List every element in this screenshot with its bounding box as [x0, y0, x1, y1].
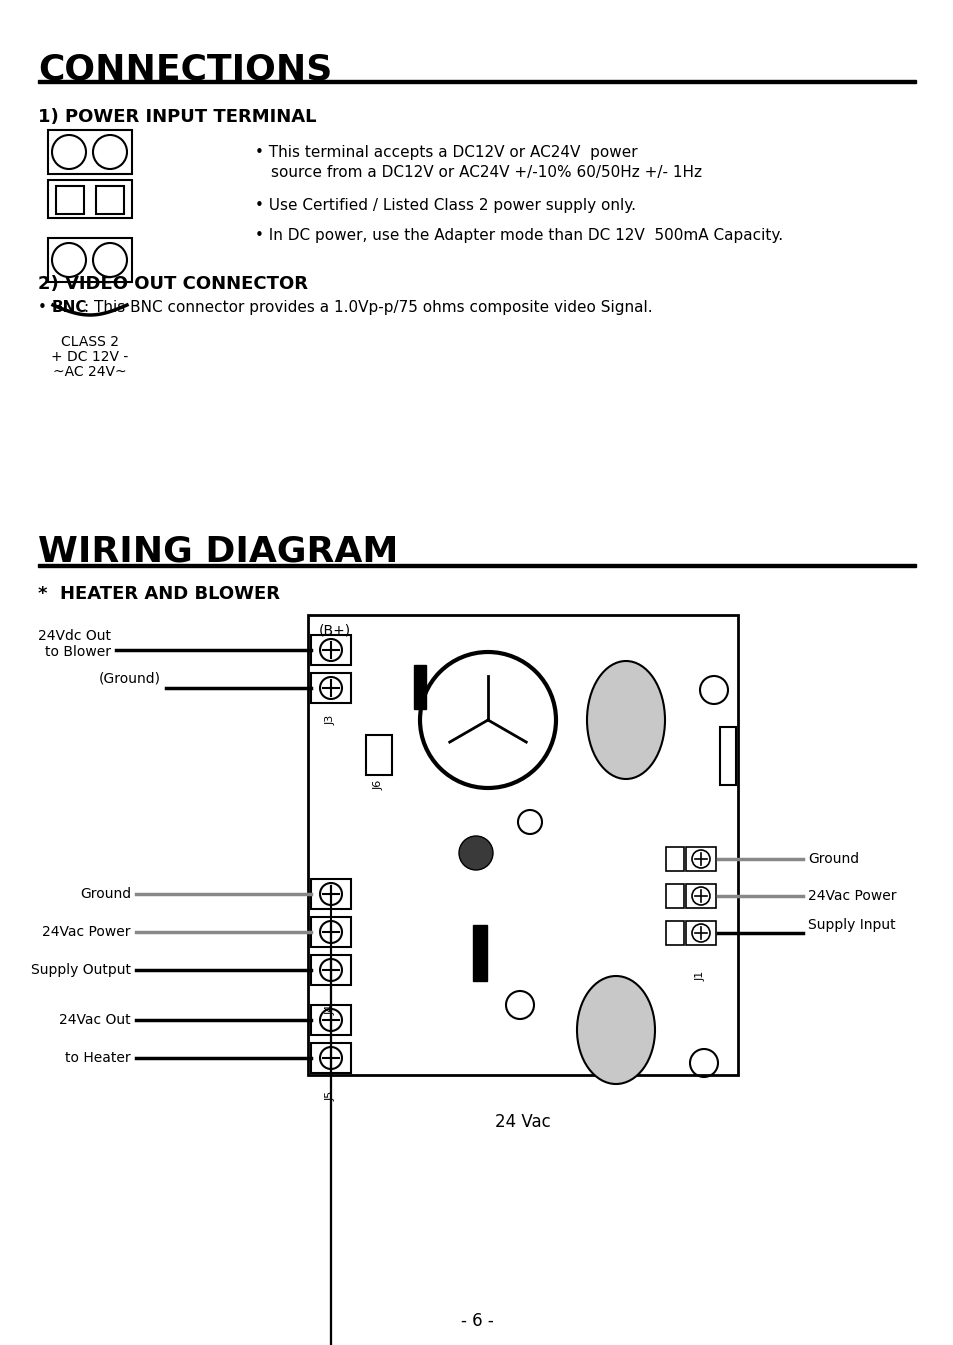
Bar — [665, 921, 683, 946]
Bar — [38, 79, 915, 83]
Text: 1) POWER INPUT TERMINAL: 1) POWER INPUT TERMINAL — [38, 108, 316, 126]
Text: source from a DC12V or AC24V +/-10% 60/50Hz +/- 1Hz: source from a DC12V or AC24V +/-10% 60/5… — [271, 165, 701, 180]
Bar — [473, 925, 486, 981]
Text: (B+): (B+) — [318, 623, 351, 638]
Bar — [720, 728, 735, 785]
Bar — [96, 186, 124, 214]
Bar — [48, 238, 132, 282]
Bar — [311, 917, 351, 947]
Text: Ground: Ground — [80, 886, 131, 901]
Text: 24 Vac: 24 Vac — [495, 1114, 550, 1131]
Bar — [38, 564, 915, 568]
Text: J4: J4 — [326, 1005, 335, 1015]
Text: 24Vdc Out
to Blower: 24Vdc Out to Blower — [38, 629, 111, 659]
Bar — [685, 847, 716, 872]
Text: • This terminal accepts a DC12V or AC24V  power: • This terminal accepts a DC12V or AC24V… — [254, 145, 637, 160]
Text: J5: J5 — [326, 1091, 335, 1102]
Bar — [48, 130, 132, 174]
Text: 24Vac Power: 24Vac Power — [807, 889, 896, 902]
Bar — [685, 921, 716, 946]
Text: Supply Output: Supply Output — [30, 963, 131, 976]
Text: Ground: Ground — [807, 851, 859, 866]
Text: 24Vac Out: 24Vac Out — [59, 1013, 131, 1028]
Text: - 6 -: - 6 - — [460, 1311, 493, 1330]
Circle shape — [458, 837, 493, 870]
Bar — [414, 664, 426, 709]
Text: • In DC power, use the Adapter mode than DC 12V  500mA Capacity.: • In DC power, use the Adapter mode than… — [254, 229, 782, 243]
Text: to Heater: to Heater — [66, 1050, 131, 1065]
Bar — [311, 1005, 351, 1036]
Text: : This BNC connector provides a 1.0Vp-p/75 ohms composite video Signal.: : This BNC connector provides a 1.0Vp-p/… — [84, 300, 652, 315]
Bar — [311, 635, 351, 664]
Ellipse shape — [586, 660, 664, 779]
Bar — [311, 955, 351, 985]
Text: CONNECTIONS: CONNECTIONS — [38, 52, 332, 86]
Text: 24Vac Power: 24Vac Power — [43, 925, 131, 939]
Text: WIRING DIAGRAM: WIRING DIAGRAM — [38, 535, 398, 569]
Text: •: • — [38, 300, 51, 315]
Text: J3: J3 — [326, 716, 335, 725]
Text: 2) VIDEO OUT CONNECTOR: 2) VIDEO OUT CONNECTOR — [38, 274, 308, 293]
Text: • Use Certified / Listed Class 2 power supply only.: • Use Certified / Listed Class 2 power s… — [254, 198, 636, 213]
Bar — [56, 186, 84, 214]
Bar — [665, 847, 683, 872]
Text: BNC: BNC — [52, 300, 88, 315]
Text: ~AC 24V~: ~AC 24V~ — [53, 364, 127, 379]
Bar — [311, 1042, 351, 1073]
Bar — [665, 884, 683, 908]
Text: Supply Input: Supply Input — [807, 919, 895, 932]
Text: CLASS 2: CLASS 2 — [61, 335, 119, 348]
Bar — [311, 672, 351, 703]
Text: (Ground): (Ground) — [99, 672, 161, 686]
Bar — [366, 734, 392, 775]
Ellipse shape — [577, 976, 655, 1084]
Bar — [311, 880, 351, 909]
Text: J1: J1 — [696, 971, 705, 982]
Bar — [48, 180, 132, 218]
Text: J6: J6 — [374, 780, 384, 791]
Text: + DC 12V -: + DC 12V - — [51, 350, 129, 364]
Bar — [685, 884, 716, 908]
Bar — [308, 615, 738, 1075]
Text: *  HEATER AND BLOWER: * HEATER AND BLOWER — [38, 585, 280, 603]
